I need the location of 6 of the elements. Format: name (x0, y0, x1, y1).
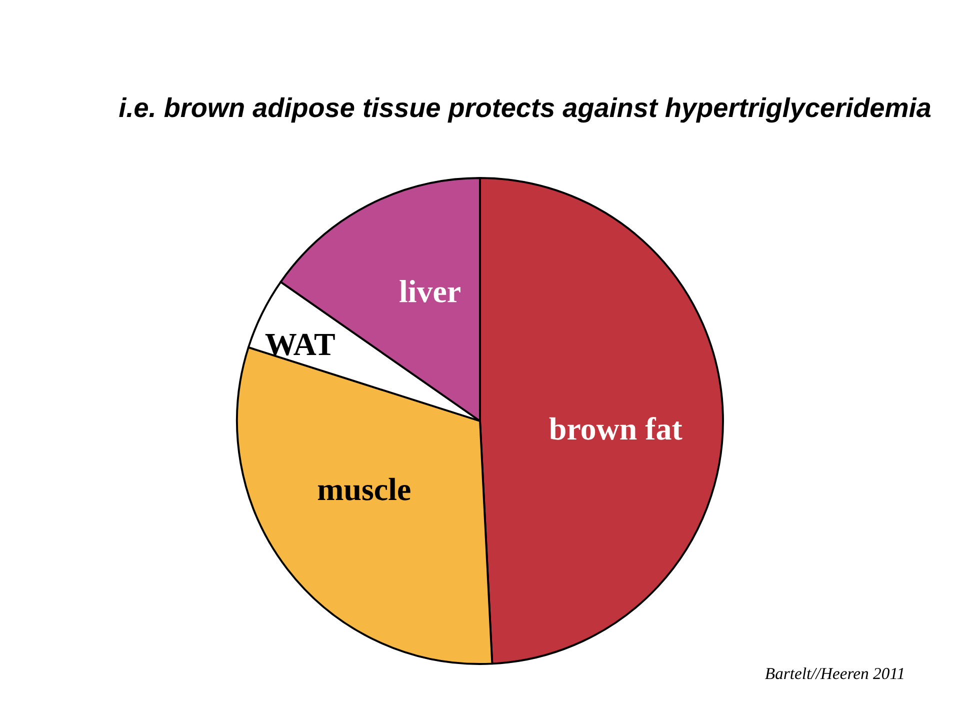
slice-label: brown fat (549, 417, 682, 440)
text: Bartelt//Heeren 2011 (765, 667, 904, 680)
slice-label: liver (400, 280, 460, 302)
chart-title: i.e. brown adipose tissue protects against hypertriglyceridemia (119, 97, 931, 123)
slice-label: muscle (318, 478, 410, 500)
slice-label: WAT (265, 334, 335, 356)
